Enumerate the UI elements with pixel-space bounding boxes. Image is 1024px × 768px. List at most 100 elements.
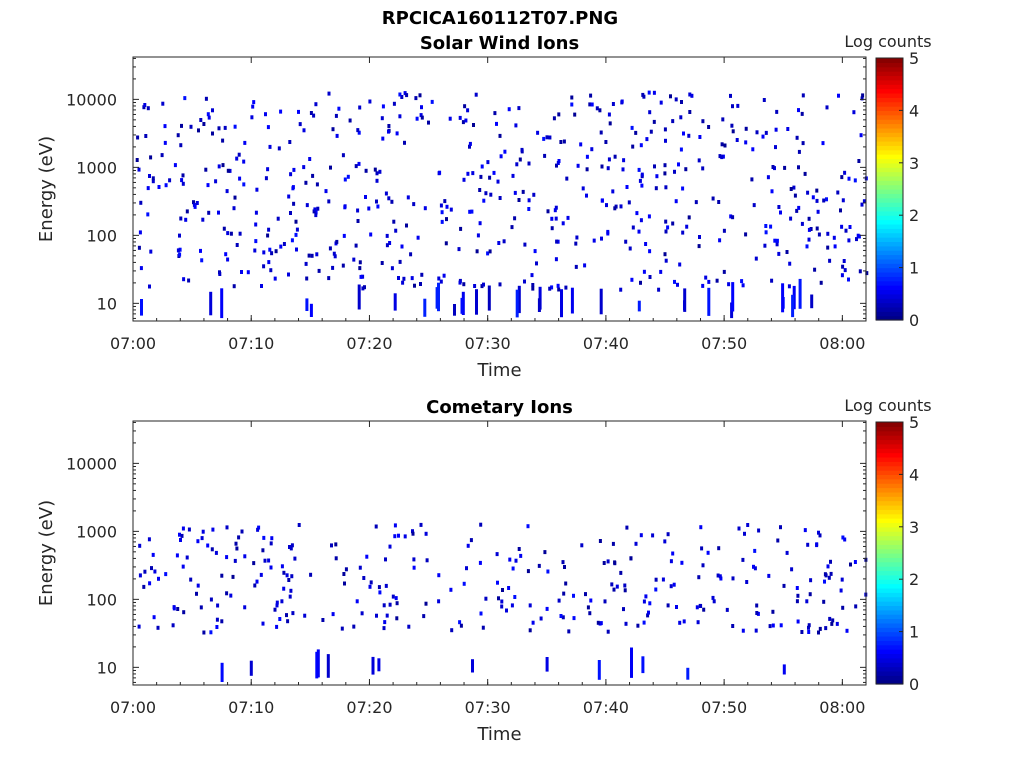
- panel1-noise-cell: [445, 217, 448, 222]
- panel2-noise-cell: [286, 619, 290, 624]
- panel2-colorbar-segment: [876, 539, 903, 545]
- panel1-noise-cell: [302, 165, 306, 170]
- panel1-noise-cell: [214, 179, 218, 184]
- panel1-noise-cell: [252, 100, 256, 105]
- panel1-noise-cell: [398, 259, 402, 264]
- panel1-noise-cell: [803, 171, 807, 176]
- panel1-noise-cell: [149, 249, 153, 254]
- panel1-noise-cell: [478, 188, 482, 192]
- solar-wind-ions-panel: 07:00 07:10 07:20 07:30 07:40 07:50 08:0010100…: [36, 32, 932, 381]
- panel1-noise-cell: [789, 187, 793, 191]
- panel1-noise-cell: [405, 223, 408, 228]
- panel2-noise-cell: [737, 526, 741, 531]
- panel1-noise-cell: [206, 183, 210, 188]
- panel1-noise-cell: [207, 210, 211, 215]
- panel1-noise-cell: [179, 216, 183, 221]
- panel1-colorbar-segment: [876, 285, 903, 291]
- panel1-noise-cell: [468, 144, 471, 149]
- panel2-noise-streak: [686, 667, 690, 680]
- panel1-noise-cell: [315, 252, 319, 257]
- panel1-noise-cell: [590, 102, 594, 107]
- panel1-noise-cell: [511, 173, 515, 178]
- panel2-noise-cell: [779, 623, 783, 628]
- panel1-noise-cell: [398, 114, 402, 119]
- panel1-noise-cell: [852, 110, 856, 115]
- panel2-noise-cell: [853, 560, 857, 564]
- panel1-noise-streak: [683, 288, 687, 312]
- panel2-noise-cell: [675, 605, 678, 609]
- panel2-noise-cell: [768, 624, 772, 629]
- panel2-noise-cell: [500, 599, 504, 604]
- panel2-noise-cell: [624, 621, 628, 626]
- panel2-noise-cell: [195, 591, 198, 596]
- panel1-colorbar-segment: [876, 258, 903, 264]
- panel2-colorbar-segment: [876, 614, 903, 620]
- panel1-noise-cell: [764, 230, 768, 235]
- panel2-colorbar-segment: [876, 500, 903, 506]
- panel1-noise-cell: [556, 283, 560, 288]
- panel2-x-tick-label: 08:00: [819, 698, 865, 717]
- panel1-colorbar-segment: [876, 293, 903, 299]
- panel1-noise-cell: [727, 282, 731, 287]
- panel1-noise-cell: [243, 140, 247, 145]
- panel2-colorbar-tick-label: 2: [909, 570, 919, 589]
- panel1-noise-streak: [140, 299, 143, 316]
- panel2-colorbar-segment: [876, 430, 903, 436]
- panel1-noise-cell: [840, 224, 844, 229]
- panel1-noise-cell: [773, 238, 777, 243]
- panel1-noise-cell: [226, 168, 230, 173]
- panel1-noise-cell: [225, 189, 229, 194]
- panel1-noise-cell: [187, 278, 191, 283]
- panel2-noise-cell: [220, 573, 224, 578]
- panel1-noise-cell: [720, 155, 724, 160]
- panel2-noise-cell: [753, 548, 757, 553]
- panel2-noise-cell: [157, 576, 160, 581]
- panel1-noise-cell: [826, 231, 830, 236]
- panel2-noise-layer: [137, 522, 868, 682]
- panel1-noise-cell: [750, 177, 754, 182]
- panel1-noise-cell: [211, 131, 214, 136]
- panel1-noise-cell: [199, 248, 202, 253]
- panel1-noise-cell: [161, 101, 165, 106]
- panel1-noise-cell: [324, 189, 328, 194]
- panel1-noise-cell: [607, 157, 611, 162]
- panel1-noise-cell: [807, 227, 811, 232]
- panel1-noise-cell: [642, 269, 646, 274]
- panel2-noise-cell: [391, 594, 395, 599]
- panel1-noise-cell: [217, 164, 221, 169]
- panel1-noise-cell: [811, 195, 815, 200]
- panel2-noise-cell: [419, 522, 423, 527]
- panel1-colorbar-segment: [876, 241, 903, 247]
- panel1-noise-cell: [843, 268, 847, 273]
- panel1-noise-cell: [458, 115, 462, 120]
- panel1-colorbar-segment: [876, 228, 903, 234]
- panel1-noise-cell: [294, 232, 298, 237]
- panel1-noise-cell: [315, 182, 319, 187]
- panel1-colorbar-segment: [876, 180, 903, 186]
- panel2-colorbar-segment: [876, 535, 903, 541]
- panel1-noise-cell: [496, 179, 500, 184]
- panel1-noise-cell: [478, 221, 482, 226]
- panel1-noise-cell: [385, 243, 389, 248]
- panel1-colorbar-segment: [876, 132, 903, 138]
- panel1-noise-cell: [527, 161, 531, 166]
- panel1-colorbar-segment: [876, 140, 903, 146]
- panel1-noise-streak: [460, 297, 464, 314]
- panel1-x-tick-label: 07:10: [228, 334, 274, 353]
- panel2-noise-cell: [771, 609, 775, 614]
- panel1-noise-cell: [173, 163, 177, 168]
- panel2-noise-cell: [465, 566, 468, 571]
- panel2-colorbar-segment: [876, 526, 903, 532]
- panel1-noise-cell: [856, 233, 860, 238]
- panel1-noise-cell: [313, 207, 317, 212]
- panel1-colorbar-segment: [876, 119, 903, 125]
- panel2-noise-cell: [671, 551, 675, 556]
- panel1-noise-cell: [527, 207, 531, 211]
- panel1-noise-cell: [720, 142, 724, 147]
- panel1-noise-cell: [565, 176, 569, 181]
- panel2-colorbar-segment: [876, 470, 903, 475]
- panel2-noise-cell: [610, 582, 614, 587]
- panel1-noise-cell: [151, 176, 155, 181]
- panel2-noise-cell: [256, 527, 260, 532]
